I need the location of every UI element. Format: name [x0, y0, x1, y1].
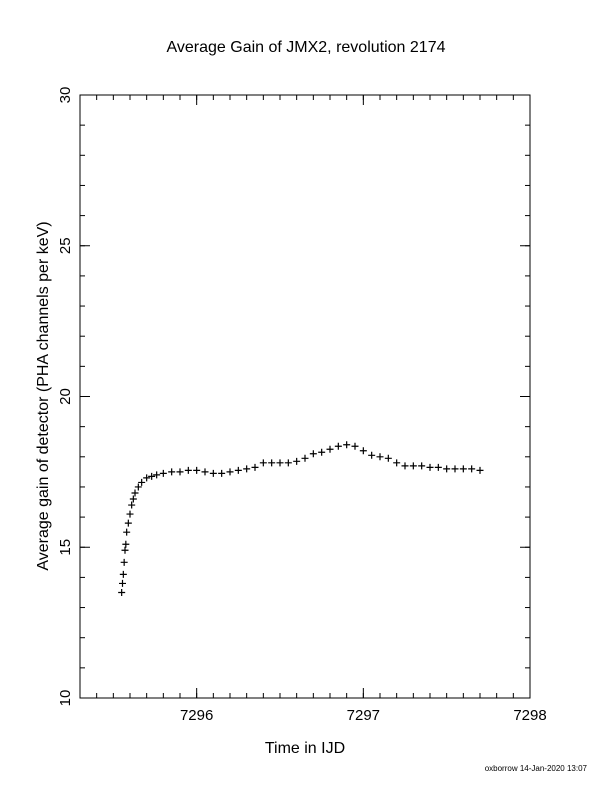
data-points: [118, 441, 484, 596]
data-point: [184, 466, 192, 474]
y-axis-label: Average gain of detector (PHA channels p…: [35, 221, 52, 570]
data-point: [343, 441, 351, 449]
data-point: [301, 454, 309, 462]
data-point: [251, 463, 259, 471]
data-point: [124, 519, 132, 527]
data-point: [443, 465, 451, 473]
plot-frame: [79, 94, 531, 699]
data-point: [119, 570, 127, 578]
data-point: [259, 459, 267, 467]
chart-title: Average Gain of JMX2, revolution 2174: [167, 39, 446, 56]
data-point: [218, 469, 226, 477]
data-point: [268, 459, 276, 467]
data-point: [120, 558, 128, 566]
data-point: [418, 462, 426, 470]
data-point: [451, 465, 459, 473]
x-tick-label: 7296: [180, 707, 213, 724]
data-point: [368, 451, 376, 459]
data-point: [476, 466, 484, 474]
data-point: [119, 579, 126, 587]
data-point: [459, 465, 467, 473]
data-point: [209, 469, 217, 477]
data-point: [148, 472, 156, 480]
data-point: [359, 447, 367, 455]
data-point: [128, 501, 136, 509]
data-point: [309, 450, 317, 458]
data-point: [134, 483, 142, 491]
data-point: [168, 468, 176, 476]
data-point: [193, 466, 201, 474]
axis-ticks: [79, 94, 531, 699]
data-point: [351, 442, 359, 450]
y-tick-label: 15: [57, 539, 74, 556]
data-point: [201, 468, 209, 476]
data-point: [284, 459, 292, 467]
data-point: [126, 510, 134, 518]
data-point: [468, 465, 476, 473]
data-point: [384, 454, 392, 462]
data-point: [434, 463, 442, 471]
data-point: [326, 445, 334, 453]
y-tick-label: 20: [57, 388, 74, 405]
data-point: [426, 463, 434, 471]
data-point: [401, 462, 409, 470]
data-point: [376, 453, 384, 461]
data-point: [293, 457, 301, 465]
tick-labels: 7296 7297 7298 10 15 20 25 30: [57, 87, 547, 724]
data-point: [243, 465, 251, 473]
data-point: [129, 495, 137, 503]
data-point: [226, 468, 234, 476]
data-point: [153, 471, 161, 479]
x-tick-label: 7298: [513, 707, 546, 724]
data-point: [176, 468, 184, 476]
data-point: [122, 540, 130, 548]
data-point: [138, 478, 146, 486]
data-point: [159, 469, 167, 477]
data-point: [143, 474, 151, 482]
x-axis-label: Time in IJD: [265, 740, 345, 757]
data-point: [123, 528, 131, 536]
y-tick-label: 25: [57, 237, 74, 254]
x-tick-label: 7297: [347, 707, 380, 724]
footer-credit: oxborrow 14-Jan-2020 13:07: [485, 764, 588, 773]
data-point: [118, 588, 126, 596]
data-point: [318, 448, 326, 456]
y-tick-label: 30: [57, 87, 74, 104]
data-point: [131, 489, 139, 497]
data-point: [409, 462, 417, 470]
data-point: [276, 459, 284, 467]
data-point: [234, 466, 242, 474]
data-point: [393, 459, 401, 467]
y-tick-label: 10: [57, 690, 74, 707]
data-point: [121, 546, 129, 554]
data-point: [334, 442, 342, 450]
